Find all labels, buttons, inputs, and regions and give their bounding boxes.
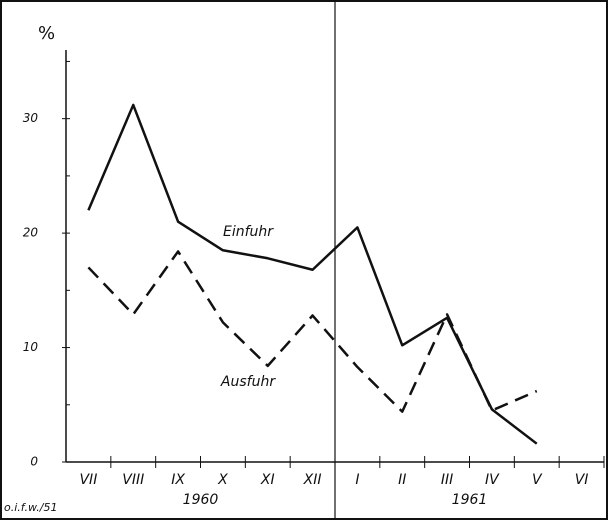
x-tick-label: VI <box>575 472 589 488</box>
x-tick-label: IX <box>171 472 185 488</box>
x-tick-label: IV <box>485 472 500 488</box>
series-label: Ausfuhr <box>220 374 276 390</box>
group-label: 1960 <box>183 492 219 508</box>
data-line <box>87 250 538 413</box>
x-tick-label: I <box>355 472 359 488</box>
y-tick-label: 10 <box>23 340 39 354</box>
source-note: o.i.f.w./51 <box>4 501 57 514</box>
x-tick-label: X <box>217 472 228 488</box>
y-tick-label: 0 <box>30 455 38 469</box>
x-tick-label: VII <box>79 472 97 488</box>
x-tick-label: V <box>532 472 543 488</box>
y-axis-label: % <box>38 23 55 44</box>
x-tick-label: II <box>398 472 406 488</box>
y-tick-label: 20 <box>23 226 39 240</box>
x-tick-label: VIII <box>122 472 144 488</box>
x-tick-label: XII <box>303 472 322 488</box>
x-tick-label: XI <box>260 472 275 488</box>
y-tick-label: 30 <box>23 111 39 125</box>
x-tick-label: III <box>441 472 453 488</box>
data-line <box>87 103 538 445</box>
group-label: 1961 <box>452 492 488 508</box>
series-label: Einfuhr <box>223 224 274 240</box>
